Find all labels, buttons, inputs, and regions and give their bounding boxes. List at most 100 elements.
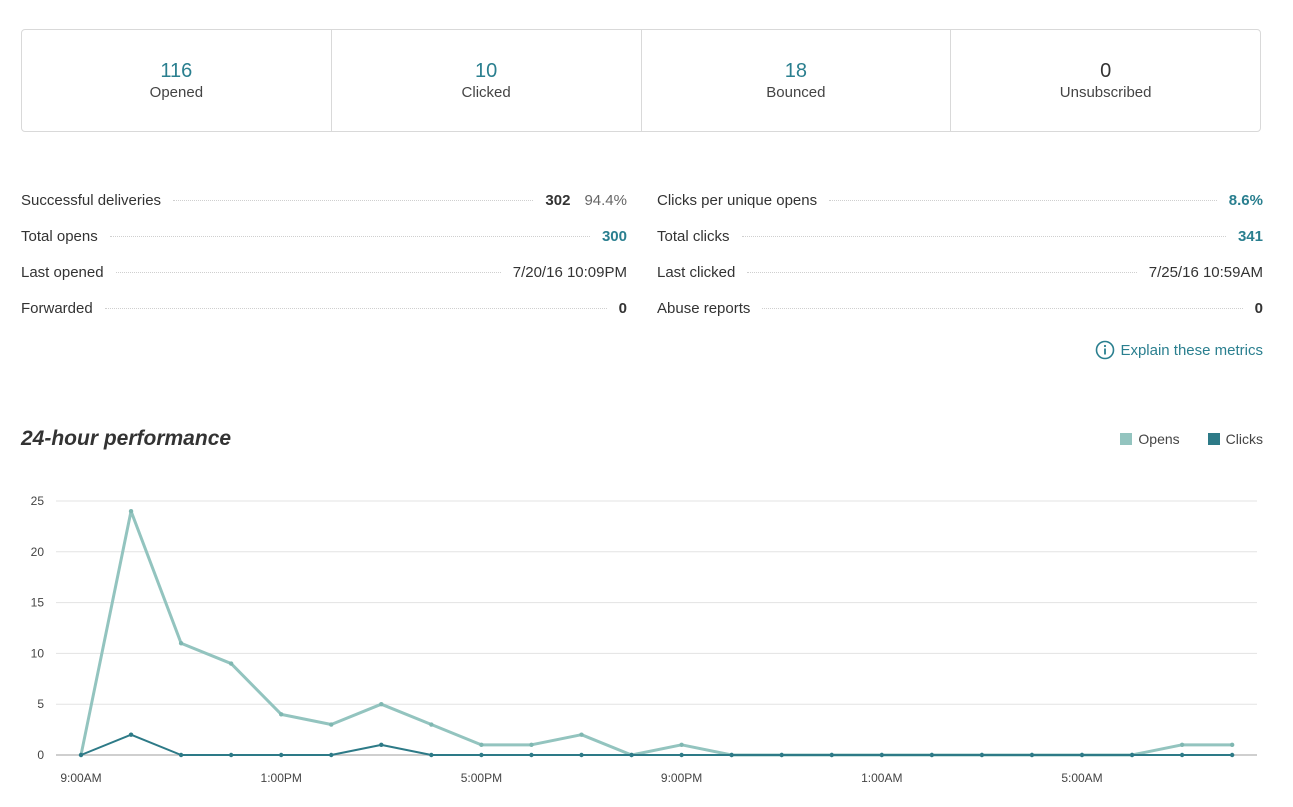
data-point-opens: [429, 722, 434, 727]
metric-label: Forwarded: [21, 300, 93, 317]
dotted-leader: [741, 236, 1226, 237]
stat-clicked-label: Clicked: [461, 83, 511, 101]
y-tick-label: 15: [31, 596, 45, 610]
data-point-clicks: [228, 752, 234, 758]
stat-clicked[interactable]: 10 Clicked: [332, 30, 642, 131]
data-point-clicks: [78, 752, 84, 758]
legend-label-clicks: Clicks: [1225, 431, 1263, 447]
data-point-clicks: [379, 742, 384, 748]
stat-clicked-value: 10: [475, 59, 498, 82]
stat-opened-label: Opened: [149, 83, 204, 101]
data-point-opens: [178, 641, 184, 646]
metric-value: 7/20/16 10:09PM: [512, 264, 627, 281]
data-point-clicks: [829, 752, 834, 758]
metric-abuse-reports: Abuse reports 0: [657, 300, 1263, 336]
legend-label-opens: Opens: [1138, 431, 1180, 447]
data-point-clicks: [629, 752, 634, 758]
data-point-opens: [529, 742, 534, 748]
chart-title: 24-hour performance: [21, 427, 232, 450]
metric-total-clicks: Total clicks 341: [657, 228, 1263, 264]
data-point-clicks: [479, 752, 484, 758]
dotted-leader: [115, 272, 501, 273]
data-point-opens: [228, 661, 234, 666]
metric-value: 7/25/16 10:59AM: [1148, 264, 1263, 281]
data-point-opens: [1229, 742, 1235, 748]
data-point-clicks: [329, 752, 334, 758]
series-line-opens: [79, 509, 1233, 757]
dotted-leader: [104, 308, 607, 309]
info-circle-icon: [1096, 340, 1115, 360]
metrics-right: Clicks per unique opens 8.6% Total click…: [657, 192, 1263, 336]
data-point-opens: [279, 712, 284, 717]
metric-value: 302: [545, 192, 571, 209]
y-tick-label: 10: [31, 646, 45, 660]
data-point-opens: [128, 508, 134, 514]
data-point-clicks: [729, 752, 734, 758]
data-point-clicks: [178, 752, 184, 758]
explain-metrics-link[interactable]: Explain these metrics: [1095, 340, 1263, 360]
legend-swatch-opens: [1120, 433, 1133, 445]
performance-chart: 0 5 10 15 20 25 9:00AM 1:00PM 5:00PM 9:00PM 1:00AM…: [31, 494, 1257, 785]
x-tick-label: 1:00PM: [261, 771, 302, 785]
stat-unsubscribed-label: Unsubscribed: [1059, 83, 1152, 101]
legend-item-clicks[interactable]: Clicks: [1207, 431, 1263, 447]
metric-last-opened: Last opened 7/20/16 10:09PM: [21, 264, 627, 300]
data-point-clicks: [1029, 752, 1035, 758]
x-tick-label: 5:00AM: [1061, 771, 1102, 785]
data-point-opens: [579, 732, 584, 737]
data-point-clicks: [279, 752, 284, 758]
explain-metrics-label: Explain these metrics: [1120, 341, 1263, 359]
legend-swatch-clicks: [1207, 433, 1220, 445]
y-tick-label: 20: [31, 545, 45, 559]
data-point-opens: [379, 702, 384, 707]
chart-legend: Opens Clicks: [1092, 431, 1263, 447]
y-tick-label: 0: [37, 748, 44, 762]
x-tick-label: 9:00PM: [661, 771, 702, 785]
dotted-leader: [762, 308, 1243, 309]
stat-opened[interactable]: 116 Opened: [22, 30, 332, 131]
dotted-leader: [829, 200, 1217, 201]
metric-label: Last clicked: [657, 264, 736, 281]
metric-percent: 94.4%: [584, 192, 627, 209]
metric-label: Successful deliveries: [21, 192, 162, 209]
metric-total-opens: Total opens 300: [21, 228, 627, 264]
data-point-clicks: [128, 732, 134, 737]
metric-forwarded: Forwarded 0: [21, 300, 627, 336]
data-point-clicks: [879, 752, 884, 758]
dotted-leader: [109, 236, 590, 237]
x-tick-label: 5:00PM: [461, 771, 502, 785]
metric-last-clicked: Last clicked 7/25/16 10:59AM: [657, 264, 1263, 300]
stat-bounced-label: Bounced: [766, 83, 826, 101]
metric-value: 0: [1254, 300, 1263, 317]
x-tick-label: 1:00AM: [861, 771, 902, 785]
metric-value-link[interactable]: 341: [1237, 228, 1263, 245]
metric-value: 0: [618, 300, 627, 317]
dotted-leader: [173, 200, 534, 201]
y-tick-label: 25: [31, 494, 45, 508]
data-point-opens: [479, 742, 484, 748]
stats-summary: 116 Opened 10 Clicked 18 Bounced 0 Unsub…: [21, 29, 1261, 132]
data-point-clicks: [929, 752, 935, 758]
metric-successful-deliveries: Successful deliveries 302 94.4%: [21, 192, 627, 228]
data-point-opens: [679, 742, 684, 748]
stat-bounced-value: 18: [784, 59, 807, 82]
metric-value-link[interactable]: 8.6%: [1228, 192, 1263, 209]
metric-label: Total opens: [21, 228, 98, 245]
stat-bounced[interactable]: 18 Bounced: [642, 30, 952, 131]
y-tick-label: 5: [37, 697, 44, 711]
metric-label: Clicks per unique opens: [657, 192, 818, 209]
legend-item-opens[interactable]: Opens: [1120, 431, 1180, 447]
stat-unsubscribed: 0 Unsubscribed: [951, 30, 1260, 131]
data-point-clicks: [579, 752, 584, 758]
data-point-opens: [1179, 742, 1185, 748]
data-point-opens: [329, 722, 334, 727]
data-point-clicks: [429, 752, 434, 758]
data-point-clicks: [979, 752, 985, 758]
metric-value-link[interactable]: 300: [601, 228, 627, 245]
x-tick-label: 9:00AM: [60, 771, 101, 785]
data-point-clicks: [1179, 752, 1185, 758]
metric-label: Last opened: [21, 264, 104, 281]
series-line-clicks: [80, 733, 1233, 756]
data-point-clicks: [679, 752, 684, 758]
metrics-left: Successful deliveries 302 94.4% Total op…: [21, 192, 627, 336]
